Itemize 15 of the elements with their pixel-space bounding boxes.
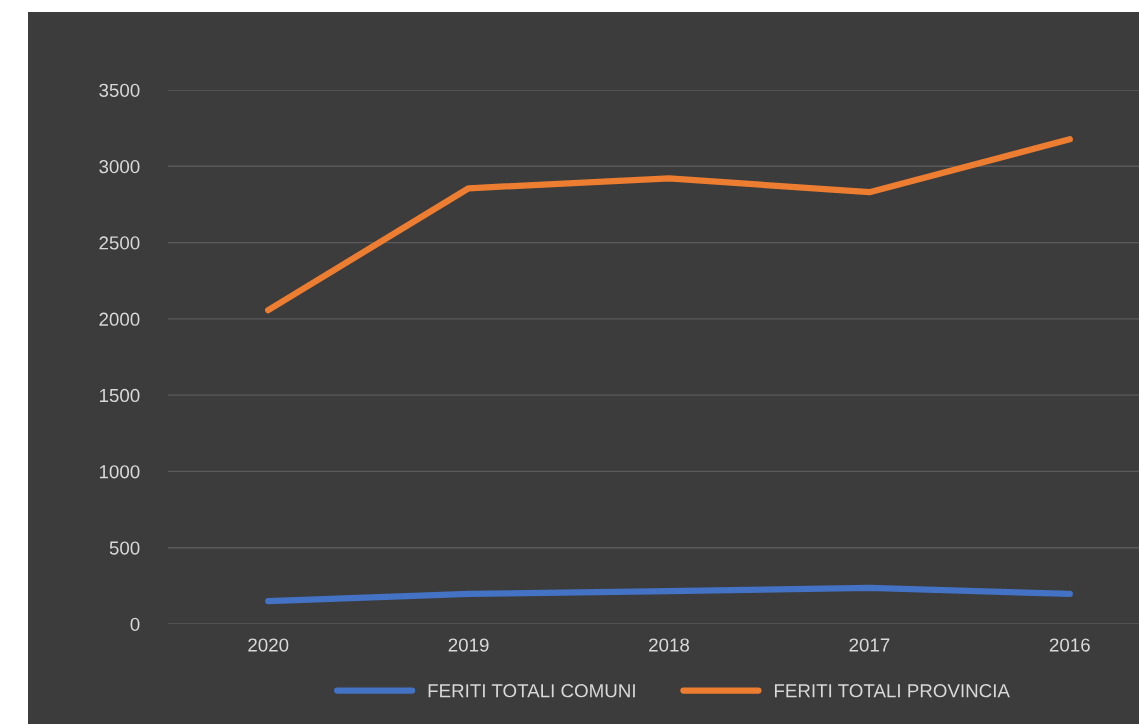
y-tick-label: 3500 [99, 83, 140, 97]
y-tick-label: 500 [109, 541, 140, 555]
x-tick-label: 2016 [1049, 638, 1090, 652]
x-tick-label: 2020 [248, 638, 289, 652]
x-tick-label: 2019 [448, 638, 489, 652]
legend-label: FERITI TOTALI COMUNI [428, 684, 635, 698]
y-tick-label: 2000 [99, 312, 140, 326]
y-tick-label: 3000 [99, 159, 140, 174]
y-tick-label: 2500 [99, 236, 140, 250]
y-tick-label: 1000 [99, 465, 140, 479]
y-tick-label: 0 [130, 617, 140, 631]
legend-label: FERITI TOTALI PROVINCIA [774, 684, 1010, 698]
x-tick-label: 2018 [649, 638, 690, 652]
y-tick-label: 1500 [99, 388, 140, 403]
x-tick-label: 2017 [849, 638, 890, 652]
